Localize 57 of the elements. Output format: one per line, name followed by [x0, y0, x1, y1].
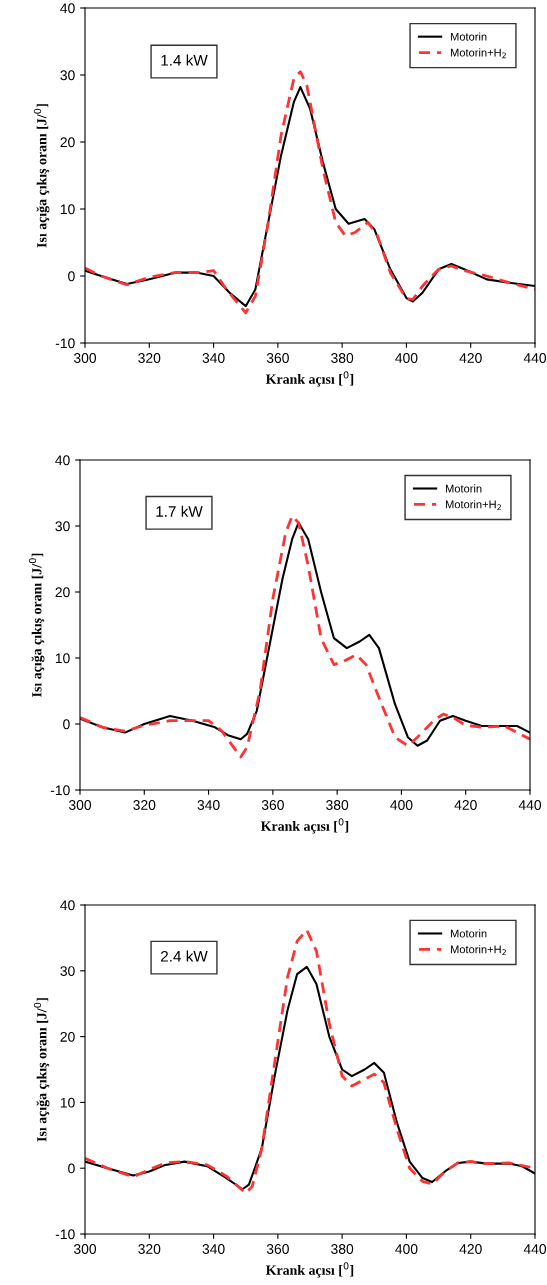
x-tick-label: 300	[68, 800, 92, 810]
x-tick-label: 320	[138, 1244, 161, 1254]
x-tick-label: 420	[459, 353, 482, 363]
legend-label: Motorin+H$_{2}$	[445, 500, 501, 511]
y-tick-label: 40	[60, 900, 75, 911]
x-tick-label: 380	[326, 800, 349, 810]
legend-label: Motorin+H$_{2}$	[450, 48, 506, 59]
annotation: 1.7 kW	[156, 505, 203, 517]
y-axis-title: Isı açığa çıkış oranı [J/$^{0}$]	[33, 998, 50, 1142]
y-axis-title: Isı açığa çıkış oranı [J/$^{0}$]	[33, 104, 50, 248]
y-tick-label: 30	[60, 70, 75, 81]
legend-label: Motorin	[450, 929, 487, 938]
annotation: 1.4 kW	[161, 54, 208, 66]
y-axis-title: Isı açığa çıkış oranı [J/$^{0}$]	[28, 553, 45, 697]
x-tick-label: 360	[261, 800, 284, 810]
x-axis-title: Krank açısı [$^{0}$]	[265, 371, 354, 387]
y-tick-label: 10	[60, 204, 75, 215]
x-tick-label: 380	[331, 1244, 354, 1254]
y-tick-label: 40	[60, 3, 75, 14]
x-tick-label: 340	[202, 353, 225, 363]
x-tick-label: 300	[73, 353, 97, 363]
y-tick-label: 0	[63, 719, 70, 730]
x-tick-label: 400	[395, 353, 418, 363]
x-axis-title: Krank açısı [$^{0}$]	[265, 1262, 354, 1278]
y-tick-label: 10	[60, 1097, 75, 1108]
x-tick-label: 340	[197, 800, 220, 810]
y-tick-label: 30	[55, 521, 70, 532]
x-axis-title: Krank açısı [$^{0}$]	[260, 818, 349, 834]
y-tick-label: 30	[60, 966, 75, 976]
x-tick-label: 320	[138, 353, 161, 363]
y-tick-label: -10	[55, 1229, 75, 1240]
y-tick-label: -10	[55, 338, 75, 349]
x-tick-label: 400	[395, 1244, 418, 1254]
y-tick-label: 20	[55, 587, 70, 598]
y-tick-label: 20	[60, 1031, 75, 1042]
x-tick-label: 300	[73, 1244, 97, 1254]
x-tick-label: 360	[266, 353, 289, 363]
legend-label: Motorin	[445, 484, 482, 493]
y-tick-label: -10	[50, 785, 70, 796]
y-tick-label: 0	[68, 1163, 75, 1174]
x-tick-label: 380	[331, 353, 354, 363]
y-tick-label: 10	[55, 653, 70, 664]
x-tick-label: 340	[202, 1244, 225, 1254]
x-tick-label: 440	[518, 800, 542, 810]
legend-label: Motorin+H$_{2}$	[450, 945, 506, 956]
x-tick-label: 400	[390, 800, 413, 810]
x-tick-label: 320	[133, 800, 156, 810]
x-tick-label: 420	[454, 800, 477, 810]
y-tick-label: 40	[55, 455, 70, 466]
x-tick-label: 440	[523, 1244, 547, 1254]
x-tick-label: 420	[459, 1244, 482, 1254]
annotation: 2.4 kW	[161, 950, 208, 962]
x-tick-label: 360	[266, 1244, 289, 1254]
y-tick-label: 0	[68, 271, 75, 282]
y-tick-label: 20	[60, 137, 75, 148]
x-tick-label: 440	[523, 353, 547, 363]
legend-label: Motorin	[450, 32, 487, 41]
